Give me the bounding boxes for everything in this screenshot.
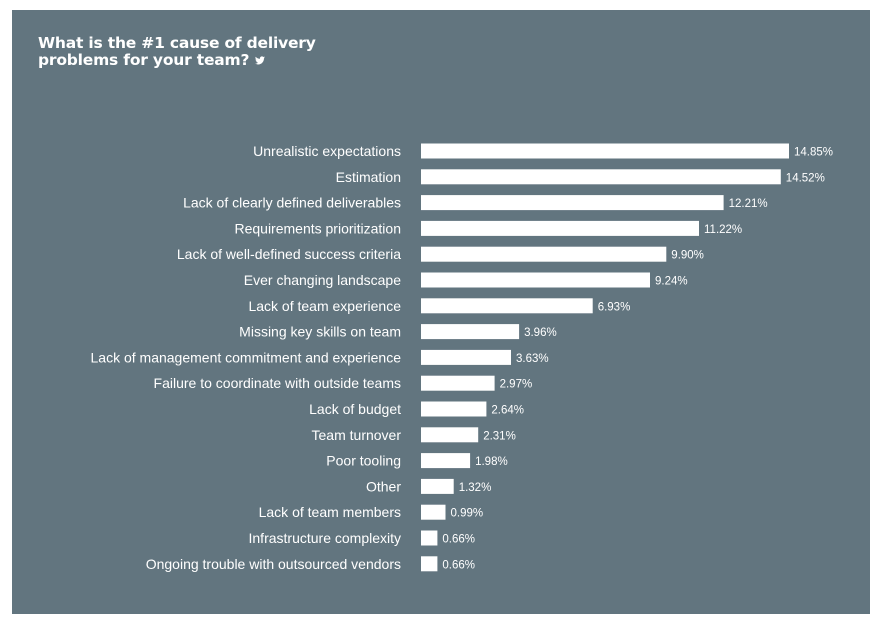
- value-label: 9.90%: [671, 250, 704, 262]
- bar[interactable]: [421, 169, 781, 185]
- value-label: 0.66%: [442, 534, 475, 546]
- bar[interactable]: [421, 143, 789, 159]
- chart-title-line-1: What is the #1 cause of delivery: [38, 34, 316, 52]
- value-label: 12.21%: [729, 198, 768, 210]
- category-label: Lack of budget: [309, 401, 401, 417]
- value-label: 2.97%: [500, 379, 533, 391]
- chart-title-line-2-text: problems for your team?: [38, 51, 250, 69]
- category-label: Missing key skills on team: [239, 324, 401, 340]
- bar[interactable]: [421, 349, 511, 365]
- value-label: 9.24%: [655, 276, 688, 288]
- bar[interactable]: [421, 272, 650, 288]
- value-label: 1.32%: [459, 482, 492, 494]
- value-label: 1.98%: [475, 456, 508, 468]
- value-label: 2.64%: [491, 405, 524, 417]
- value-label: 0.99%: [451, 508, 484, 520]
- value-label: 6.93%: [598, 301, 631, 313]
- category-label: Requirements prioritization: [234, 220, 401, 236]
- value-label: 2.31%: [483, 430, 516, 442]
- twitter-bird-icon[interactable]: [255, 56, 266, 65]
- category-label: Failure to coordinate with outside teams: [154, 375, 401, 391]
- category-label: Lack of clearly defined deliverables: [183, 195, 401, 211]
- category-label: Estimation: [336, 169, 401, 185]
- bars-group: Unrealistic expectations 14.85% Estimation…: [91, 143, 834, 572]
- value-label: 3.96%: [524, 327, 557, 339]
- bar[interactable]: [421, 401, 487, 417]
- bar[interactable]: [421, 220, 699, 236]
- category-label: Lack of team members: [259, 504, 401, 520]
- bar[interactable]: [421, 427, 479, 443]
- bar[interactable]: [421, 298, 593, 314]
- bar[interactable]: [421, 453, 471, 469]
- value-label: 14.52%: [786, 172, 825, 184]
- bar[interactable]: [421, 195, 724, 211]
- chart-title: What is the #1 cause of delivery problem…: [38, 35, 316, 69]
- bar[interactable]: [421, 530, 438, 546]
- category-label: Ongoing trouble with outsourced vendors: [146, 556, 401, 572]
- category-label: Lack of team experience: [248, 298, 401, 314]
- category-label: Team turnover: [312, 427, 402, 443]
- category-label: Infrastructure complexity: [249, 530, 402, 546]
- value-label: 3.63%: [516, 353, 549, 365]
- bar[interactable]: [421, 556, 438, 572]
- bar[interactable]: [421, 324, 520, 340]
- value-label: 11.22%: [704, 224, 742, 236]
- value-label: 0.66%: [442, 559, 475, 571]
- bar[interactable]: [421, 246, 667, 262]
- category-label: Lack of well-defined success criteria: [177, 246, 401, 262]
- category-label: Other: [366, 478, 401, 494]
- value-label: 14.85%: [794, 147, 833, 159]
- bar[interactable]: [421, 478, 454, 494]
- category-label: Lack of management commitment and experi…: [91, 349, 402, 365]
- bar[interactable]: [421, 504, 446, 520]
- chart-title-line-2: problems for your team?: [38, 52, 316, 69]
- category-label: Poor tooling: [326, 453, 401, 469]
- category-label: Unrealistic expectations: [253, 143, 401, 159]
- bar[interactable]: [421, 375, 495, 391]
- category-label: Ever changing landscape: [244, 272, 401, 288]
